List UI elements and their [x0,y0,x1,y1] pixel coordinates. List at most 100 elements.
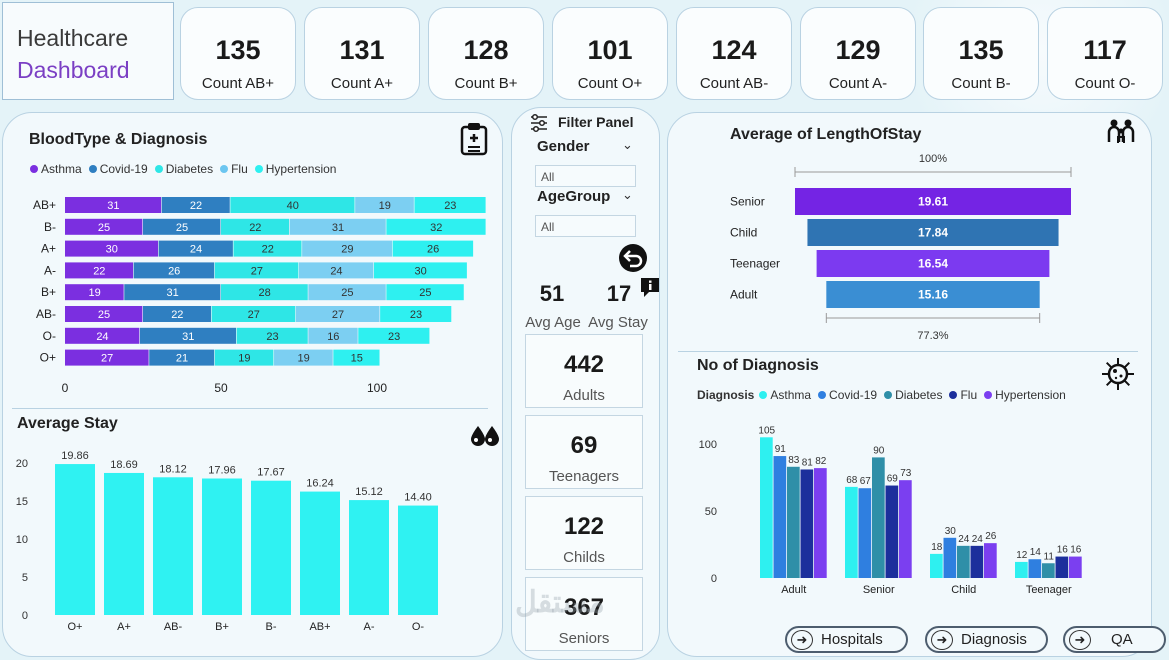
data-label: 24 [958,534,970,545]
kpi-card-ab-pos: 135 Count AB+ [180,7,296,100]
bar [970,545,984,578]
chevron-down-icon[interactable]: ⌄ [622,187,633,202]
data-label: 16.54 [918,257,948,271]
bar [885,485,899,578]
qa-nav-button[interactable]: ➜ QA [1063,626,1166,653]
seniors-count-value: 367 [563,594,605,621]
teenagers-count-label: Teenagers [548,468,620,485]
legend-label: Flu [960,388,978,402]
blood-diagnosis-legend: Asthma Covid-19 Diabetes Flu Hypertensio… [30,162,343,176]
funnel-bottom-label: 77.3% [917,330,948,342]
legend-dot [254,165,263,173]
hospitals-nav-button[interactable]: ➜ Hospitals [785,626,908,653]
data-label: 31 [332,222,344,234]
data-label: 24 [972,534,984,545]
y-tick-label: B- [44,220,56,234]
data-label: 23 [410,309,422,321]
legend-label: Asthma [41,162,82,176]
data-label: 19 [238,353,250,365]
data-label: 32 [430,222,442,234]
data-label: 30 [415,265,427,277]
virus-icon [1102,358,1134,390]
kpi-value: 128 [463,35,509,65]
kpi-label: Count AB+ [201,75,275,92]
teenagers-count-value: 69 [570,432,598,459]
divider [12,408,488,409]
bar-segment [236,327,308,344]
category-label: Senior [730,195,765,209]
bar-segment [230,197,355,213]
x-tick-label: Child [951,584,976,596]
data-label: 22 [171,309,183,321]
x-tick-label: B- [266,621,277,633]
watermark-logo: مستقل [515,586,605,619]
filter-sliders-icon [531,113,547,133]
gender-filter-dropdown[interactable]: All [535,165,636,187]
y-tick-label: 50 [705,506,717,518]
length-of-stay-title: Average of LengthOfStay [730,126,922,143]
x-tick-label: Teenager [1026,584,1072,596]
blood-drops-icon [471,426,499,446]
agegroup-filter-dropdown[interactable]: All [535,215,636,237]
no-of-diagnosis-title: No of Diagnosis [697,357,819,374]
bar [153,477,193,615]
data-label: 27 [332,309,344,321]
data-label: 17.84 [918,226,948,240]
data-label: 27 [251,265,263,277]
bar [899,480,912,578]
data-label: 91 [775,444,787,455]
bar [300,491,340,615]
childs-count-label: Childs [563,549,605,566]
info-speech-icon[interactable] [639,276,661,300]
arrow-right-icon: ➜ [1069,629,1091,650]
diagnosis-nav-label: Diagnosis [961,631,1027,648]
kpi-card-a-neg: 129 Count A- [800,7,916,100]
blood-diagnosis-title: BloodType & Diagnosis [29,131,208,148]
legend-item: Covid-19 [88,162,148,176]
kpi-card-a-pos: 131 Count A+ [304,7,420,100]
legend-title: Diagnosis [697,388,755,402]
category-label: Teenager [730,257,780,271]
bar [800,469,814,578]
x-tick-label: Senior [863,584,895,596]
data-label: 25 [341,287,353,299]
kpi-value: 117 [1083,35,1127,65]
funnel-bar [807,219,1059,246]
bar [984,543,997,578]
kpi-label: Count O+ [577,75,643,92]
data-label: 24 [190,244,202,256]
bar-segment [373,262,467,279]
legend-item: Flu [220,162,248,176]
data-label: 81 [802,457,814,468]
x-tick-label: AB+ [309,621,330,633]
data-label: 25 [419,287,431,299]
data-label: 17.67 [257,467,285,479]
data-label: 26 [168,265,180,277]
data-label: 19 [89,287,101,299]
data-label: 25 [176,222,188,234]
divider [678,351,1138,352]
bar-segment [221,284,308,301]
data-label: 73 [900,468,912,479]
funnel-bar [795,188,1071,215]
kpi-value: 131 [339,35,385,65]
bar-segment [65,349,149,366]
bar [1055,556,1069,578]
avg-age-label: Avg Age [525,314,581,331]
legend-item: Hypertension [984,388,1066,402]
arrow-right-icon: ➜ [791,629,813,650]
diagnosis-nav-button[interactable]: ➜ Diagnosis [925,626,1048,653]
y-tick-label: 0 [711,573,717,585]
legend-item: Covid-19 [818,388,877,402]
x-tick-label: B+ [215,621,229,633]
bar [845,486,858,578]
chevron-down-icon[interactable]: ⌄ [622,137,633,152]
back-arrow-icon[interactable] [617,243,649,273]
y-tick-label: A- [44,263,56,277]
data-label: 19 [379,200,391,212]
family-icon [1107,119,1135,143]
avg-age-value: 51 [539,281,565,306]
kpi-card-o-pos: 101 Count O+ [552,7,668,100]
bar-segment [289,218,386,235]
bar-segment [211,306,296,322]
